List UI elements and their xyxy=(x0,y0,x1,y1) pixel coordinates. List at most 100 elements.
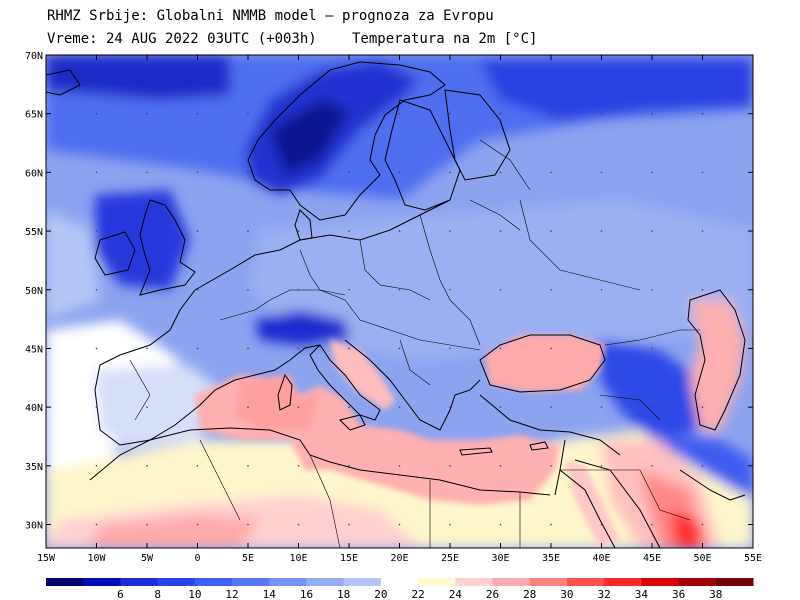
grid-dot xyxy=(196,171,199,174)
longitude-label: 40E xyxy=(592,553,610,564)
grid-dot xyxy=(247,230,249,232)
grid-dot xyxy=(600,347,603,350)
grid-dot xyxy=(297,112,300,115)
grid-dot xyxy=(550,112,552,115)
latitude-label: 65N xyxy=(25,110,43,121)
latitude-label: 45N xyxy=(25,344,43,355)
grid-dot xyxy=(651,171,653,174)
grid-dot xyxy=(398,465,401,467)
latitude-label: 70N xyxy=(25,51,43,62)
grid-dot xyxy=(600,230,603,232)
latitude-label: 35N xyxy=(25,462,43,473)
legend-swatch xyxy=(678,578,717,586)
legend-swatch xyxy=(232,578,270,586)
grid-dot xyxy=(146,288,148,291)
grid-dot xyxy=(600,523,603,526)
legend-swatch xyxy=(120,578,159,586)
legend-label: 14 xyxy=(263,588,277,600)
longitude-label: 55E xyxy=(744,553,762,564)
grid-dot xyxy=(247,112,249,115)
map-title: RHMZ Srbije: Globalni NMMB model — progn… xyxy=(47,8,494,24)
legend-label: 32 xyxy=(598,588,611,600)
legend-swatch xyxy=(306,578,345,586)
grid-dot xyxy=(550,347,552,350)
grid-dot xyxy=(247,288,249,291)
grid-dot xyxy=(449,523,451,526)
grid-dot xyxy=(398,171,401,174)
grid-dot xyxy=(499,347,502,350)
grid-dot xyxy=(499,465,502,467)
grid-dot xyxy=(348,523,350,526)
legend-swatch xyxy=(418,578,456,586)
grid-dot xyxy=(297,406,300,408)
grid-dot xyxy=(499,288,502,291)
grid-dot xyxy=(348,230,350,232)
grid-dot xyxy=(196,288,199,291)
grid-dot xyxy=(550,523,552,526)
longitude-label: 30E xyxy=(491,553,509,564)
grid-dot xyxy=(449,406,451,408)
grid-dot xyxy=(449,465,451,467)
legend-swatch xyxy=(604,578,642,586)
legend-swatch xyxy=(641,578,680,586)
grid-dot xyxy=(348,347,350,350)
legend-swatch xyxy=(529,578,568,586)
grid-dot xyxy=(651,406,653,408)
longitude-label: 5W xyxy=(141,553,154,564)
grid-dot xyxy=(600,171,603,174)
grid-dot xyxy=(95,523,98,526)
grid-dot xyxy=(701,112,704,115)
grid-dot xyxy=(297,230,300,232)
grid-dot xyxy=(95,112,98,115)
grid-dot xyxy=(247,406,249,408)
latitude-label: 40N xyxy=(25,403,43,414)
legend-label: 6 xyxy=(117,588,124,600)
legend-swatch xyxy=(343,578,382,586)
grid-dot xyxy=(651,230,653,232)
grid-dot xyxy=(247,465,249,467)
grid-dot xyxy=(95,171,98,174)
grid-dot xyxy=(146,347,148,350)
latitude-label: 55N xyxy=(25,227,43,238)
grid-dot xyxy=(348,406,350,408)
grid-dot xyxy=(146,465,148,467)
grid-dot xyxy=(196,523,199,526)
grid-dot xyxy=(449,288,451,291)
grid-dot xyxy=(600,465,603,467)
longitude-label: 50E xyxy=(693,553,711,564)
legend-swatch xyxy=(269,578,307,586)
grid-dot xyxy=(297,523,300,526)
temperature-field xyxy=(46,55,753,548)
legend-label: 12 xyxy=(225,588,238,600)
grid-dot xyxy=(146,406,148,408)
grid-dot xyxy=(651,112,653,115)
country-borders xyxy=(129,139,700,548)
grid-dot xyxy=(701,465,704,467)
grid-dot xyxy=(146,523,148,526)
grid-dot xyxy=(146,230,148,232)
legend-swatch xyxy=(157,578,196,586)
grid-dot xyxy=(449,171,451,174)
color-legend xyxy=(46,578,754,586)
longitude-label: 10W xyxy=(87,553,106,564)
grid-dot xyxy=(297,171,300,174)
legend-swatch xyxy=(83,578,121,586)
grid-dot xyxy=(449,230,451,232)
longitude-label: 5E xyxy=(242,553,254,564)
grid-dot xyxy=(196,230,199,232)
grid-dot xyxy=(449,347,451,350)
grid-dot xyxy=(95,347,98,350)
longitude-label: 10E xyxy=(289,553,307,564)
legend-swatch xyxy=(380,578,419,586)
grid-dot xyxy=(701,288,704,291)
legend-labels: 6 8 10 12 14 16 18 20 22 24 26 28 30 32 34 36 38 xyxy=(117,588,722,600)
grid-dot xyxy=(499,171,502,174)
longitude-label: 0 xyxy=(194,553,200,564)
legend-swatch xyxy=(455,578,494,586)
grid-dot xyxy=(701,230,704,232)
grid-dot xyxy=(247,523,249,526)
legend-label: 20 xyxy=(374,588,387,600)
legend-swatch xyxy=(566,578,605,586)
legend-swatch xyxy=(46,578,84,586)
legend-swatch xyxy=(715,578,754,586)
